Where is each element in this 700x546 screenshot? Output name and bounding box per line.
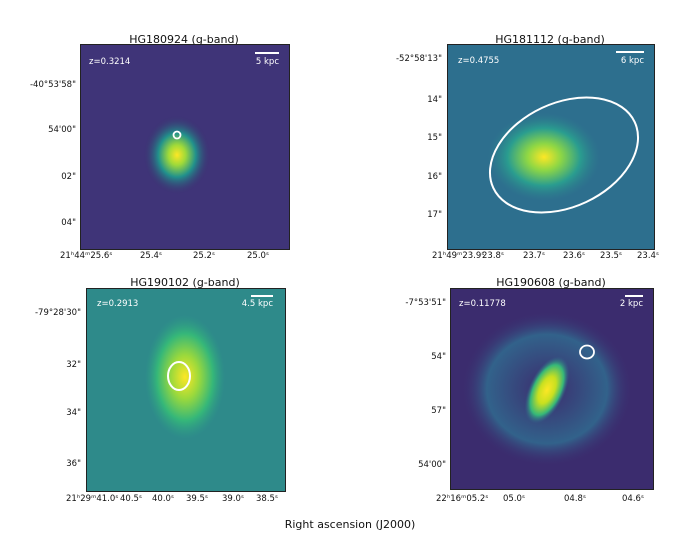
xtick: 23.8ˢ xyxy=(482,251,505,261)
localization-marker xyxy=(488,96,640,214)
ytick: 36" xyxy=(66,459,81,469)
image-hg190102: z=0.2913 4.5 kpc xyxy=(86,288,286,492)
ytick: 04" xyxy=(61,218,76,228)
xtick: 05.0ˢ xyxy=(503,494,526,504)
xtick: 21ʰ49ᵐ23.9ˢ xyxy=(432,251,485,261)
xtick: 23.7ˢ xyxy=(523,251,546,261)
xtick: 23.5ˢ xyxy=(600,251,623,261)
galaxy-glow xyxy=(524,356,570,424)
ytick: 34" xyxy=(66,408,81,418)
ytick: -40°53'58" xyxy=(29,80,76,90)
localization-marker xyxy=(172,130,182,140)
ytick: 32" xyxy=(66,360,81,370)
redshift-label: z=0.11778 xyxy=(459,299,506,309)
scale-bar xyxy=(255,52,279,54)
ytick: 16" xyxy=(427,172,442,182)
ytick: 02" xyxy=(61,172,76,182)
ytick: -7°53'51" xyxy=(405,298,446,308)
xtick: 23.6ˢ xyxy=(563,251,586,261)
galaxy-glow xyxy=(143,115,211,195)
panel-title-hg181112: HG181112 (g-band) xyxy=(495,33,605,46)
ytick: 57" xyxy=(431,406,446,416)
xtick: 39.0ˢ xyxy=(222,494,245,504)
localization-marker xyxy=(579,344,595,360)
panel-title-hg190608: HG190608 (g-band) xyxy=(496,276,606,289)
ytick: 54'00" xyxy=(418,460,446,470)
ytick: 54" xyxy=(431,352,446,362)
xtick: 21ʰ44ᵐ25.6ˢ xyxy=(60,251,113,261)
xtick: 04.8ˢ xyxy=(564,494,587,504)
scale-label: 6 kpc xyxy=(620,56,644,66)
panel-title-hg180924: HG180924 (g-band) xyxy=(129,33,239,46)
galaxy-glow xyxy=(488,113,600,201)
galaxy-glow xyxy=(145,315,225,439)
scale-bar xyxy=(616,51,644,53)
scale-label: 5 kpc xyxy=(255,57,279,67)
image-hg190608: z=0.11778 2 kpc xyxy=(450,288,654,490)
xtick: 39.5ˢ xyxy=(186,494,209,504)
scale-bar xyxy=(625,295,643,297)
xtick: 04.6ˢ xyxy=(622,494,645,504)
ytick: 54'00" xyxy=(48,125,76,135)
xtick: 21ʰ29ᵐ41.0ˢ xyxy=(66,494,119,504)
localization-marker xyxy=(167,361,191,391)
xtick: 25.4ˢ xyxy=(140,251,163,261)
xtick: 40.5ˢ xyxy=(120,494,143,504)
ytick: 15" xyxy=(427,133,442,143)
xtick: 25.0ˢ xyxy=(247,251,270,261)
redshift-label: z=0.2913 xyxy=(97,299,139,309)
ytick: 14" xyxy=(427,95,442,105)
image-hg181112: z=0.4755 6 kpc xyxy=(447,44,655,250)
redshift-label: z=0.4755 xyxy=(458,56,500,66)
x-axis-label: Right ascension (J2000) xyxy=(284,518,416,531)
xtick: 22ʰ16ᵐ05.2ˢ xyxy=(436,494,489,504)
xtick: 40.0ˢ xyxy=(152,494,175,504)
xtick: 23.4ˢ xyxy=(637,251,660,261)
xtick: 38.5ˢ xyxy=(256,494,279,504)
scale-bar xyxy=(251,295,273,297)
image-hg180924: z=0.3214 5 kpc xyxy=(80,44,290,250)
ytick: 17" xyxy=(427,210,442,220)
xtick: 25.2ˢ xyxy=(193,251,216,261)
ytick: -79°28'30" xyxy=(34,308,81,318)
panel-title-hg190102: HG190102 (g-band) xyxy=(130,276,240,289)
ytick: -52°58'13" xyxy=(395,54,442,64)
scale-label: 2 kpc xyxy=(619,299,643,309)
scale-label: 4.5 kpc xyxy=(241,299,273,309)
redshift-label: z=0.3214 xyxy=(89,57,131,67)
